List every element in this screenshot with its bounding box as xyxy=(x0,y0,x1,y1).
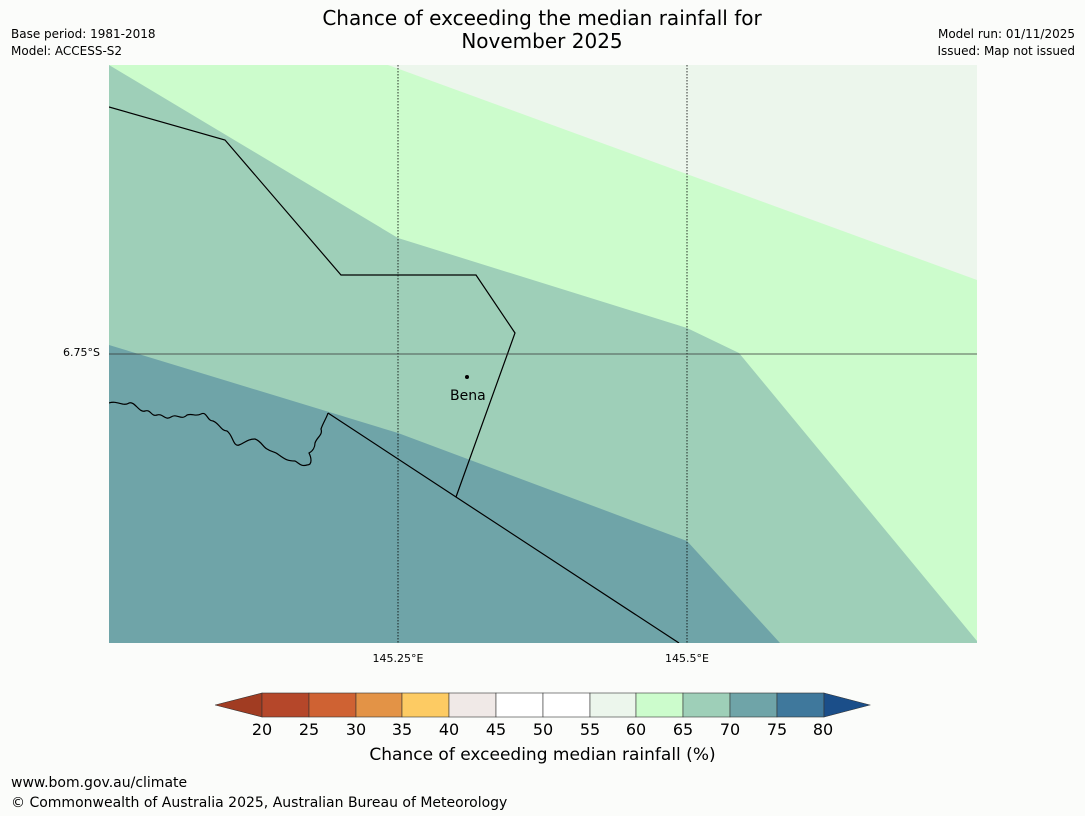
colorbar-bin-25-30 xyxy=(308,692,357,718)
colorbar-tick: 65 xyxy=(672,720,694,739)
coastline xyxy=(109,401,329,467)
colorbar-bin-40-45 xyxy=(448,692,497,718)
colorbar-bin-60-65 xyxy=(635,692,684,718)
colorbar-tick: 25 xyxy=(298,720,320,739)
colorbar-tick: 45 xyxy=(485,720,507,739)
boundary-line-south xyxy=(327,412,680,643)
colorbar-tick: 70 xyxy=(719,720,741,739)
issued-status: Issued: Map not issued xyxy=(937,44,1075,58)
footer-copyright: © Commonwealth of Australia 2025, Austra… xyxy=(11,795,508,811)
model-run: Model run: 01/11/2025 xyxy=(937,27,1075,41)
colorbar-bin-65-70 xyxy=(682,692,731,718)
colorbar-extend-low xyxy=(214,692,263,718)
lat-label: 6.75°S xyxy=(63,346,100,359)
meta-left: Base period: 1981-2018 Model: ACCESS-S2 xyxy=(11,26,156,60)
lon-label-145-25: 145.25°E xyxy=(372,652,424,665)
model-name: Model: ACCESS-S2 xyxy=(11,44,123,58)
colorbar-bin-75-80 xyxy=(776,692,825,718)
colorbar-bin-30-35 xyxy=(355,692,403,718)
colorbar-tick: 50 xyxy=(532,720,554,739)
map-title: Chance of exceeding the median rainfall … xyxy=(242,7,842,53)
colorbar-label: Chance of exceeding median rainfall (%) xyxy=(369,745,716,765)
meta-right: Model run: 01/11/2025 Issued: Map not is… xyxy=(937,26,1075,60)
colorbar-tick: 20 xyxy=(251,720,273,739)
colorbar-tick: 35 xyxy=(391,720,413,739)
colorbar-bin-45-50 xyxy=(495,692,544,718)
colorbar-bin-50-55 xyxy=(542,692,591,718)
colorbar-bin-20-25 xyxy=(261,692,310,718)
title-line-2: November 2025 xyxy=(461,29,623,53)
zone-75 xyxy=(109,345,780,643)
lon-label-145-5: 145.5°E xyxy=(665,652,709,665)
colorbar-tick: 30 xyxy=(345,720,367,739)
colorbar-bin-70-75 xyxy=(729,692,778,718)
map-svg xyxy=(109,65,977,643)
colorbar xyxy=(214,692,872,720)
colorbar-tick: 60 xyxy=(625,720,647,739)
boundary-line-north xyxy=(109,106,516,498)
colorbar-bin-35-40 xyxy=(401,692,450,718)
colorbar-bin-55-60 xyxy=(589,692,637,718)
place-marker[interactable] xyxy=(465,375,469,379)
place-label: Bena xyxy=(450,388,486,404)
colorbar-tick: 80 xyxy=(812,720,834,739)
colorbar-tick: 75 xyxy=(766,720,788,739)
colorbar-svg xyxy=(214,692,872,718)
colorbar-tick: 55 xyxy=(579,720,601,739)
map-area[interactable] xyxy=(109,65,977,643)
colorbar-tick: 40 xyxy=(438,720,460,739)
base-period: Base period: 1981-2018 xyxy=(11,27,156,41)
colorbar-extend-high xyxy=(823,692,872,718)
footer-url[interactable]: www.bom.gov.au/climate xyxy=(11,775,188,791)
title-line-1: Chance of exceeding the median rainfall … xyxy=(322,6,762,30)
